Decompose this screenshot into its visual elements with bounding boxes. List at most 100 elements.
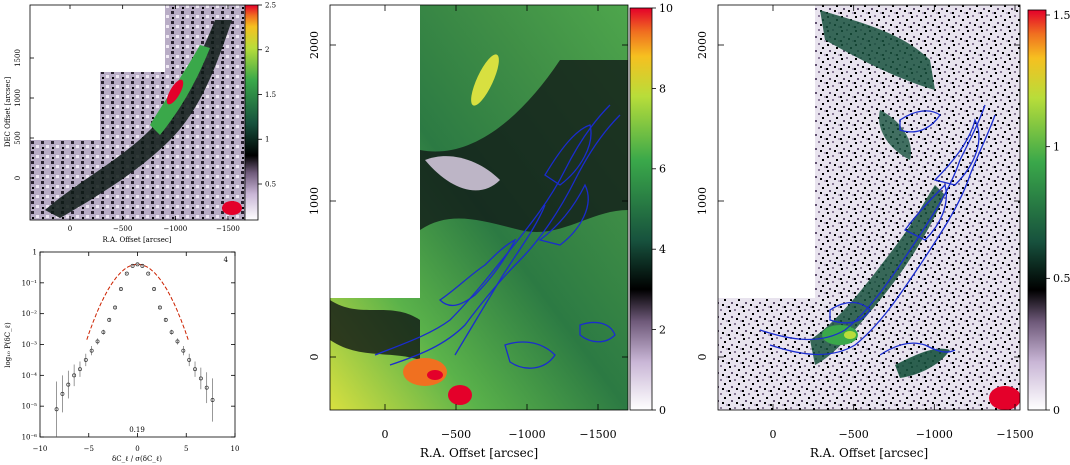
top-left-ylabel: DEC Offset [arcsec] [4, 77, 12, 148]
x-tick-label: −500 [441, 428, 471, 441]
right-contours [759, 104, 996, 356]
colorbar-tick-label: 10 [659, 2, 673, 15]
y-tick-label: 10⁻¹ [22, 279, 38, 287]
colorbar-tick-label: 1.5 [1053, 9, 1070, 22]
colorbar-tick-label: 1 [265, 136, 269, 144]
right-peak-green [822, 325, 858, 345]
colorbar-tick-label: 0.5 [265, 180, 276, 188]
data-point [169, 330, 174, 335]
y-tick-label: 10⁻⁵ [22, 403, 38, 411]
data-point [78, 367, 82, 372]
middle-colorbar [629, 7, 653, 411]
right-frame [717, 4, 1021, 411]
middle-y-ticks: 0 1000 2000 [308, 31, 628, 361]
data-point [187, 357, 192, 362]
x-tick-label: −1000 [916, 428, 953, 441]
right-panel: 0 0.5 1 1.5 0 −500 −1000 −1500 0 1000 2000 R.A. … [696, 4, 1070, 460]
x-tick-label: −1500 [996, 428, 1033, 441]
data-point [89, 348, 94, 353]
y-tick-label: 1000 [696, 187, 709, 215]
data-point [210, 398, 215, 402]
histogram-panel: −10 −5 0 5 10 10⁻⁶ 10⁻⁵ 10⁻⁴ 10⁻³ 10⁻² 10⁻¹ 1 4 0.… [4, 248, 239, 463]
middle-colorbar-ticks: 0 2 4 6 8 10 [652, 2, 673, 417]
colorbar-tick-label: 0 [1053, 404, 1060, 417]
data-point [175, 339, 180, 344]
x-tick-label: −500 [839, 428, 869, 441]
y-tick-label: 10⁻⁶ [22, 433, 38, 441]
y-tick-label: 2000 [696, 31, 709, 59]
x-tick-label: −1000 [163, 225, 187, 233]
top-left-xlabel: R.A. Offset [arcsec] [102, 236, 171, 244]
colorbar-tick-label: 6 [659, 163, 666, 176]
histogram-xlabel: δC_ℓ / σ(δC_ℓ) [112, 455, 162, 463]
y-tick-label: 1 [33, 248, 37, 256]
y-tick-label: 1000 [308, 187, 321, 215]
right-blank [718, 5, 815, 298]
x-tick-label: 0 [135, 445, 139, 453]
middle-panel: 0 2 4 6 8 10 0 −500 −1000 −1500 0 1000 2000 R.A. O… [308, 2, 673, 460]
top-left-colorbar-ticks: 0.5 1 1.5 2 2.5 [258, 1, 276, 188]
middle-white-cloud [425, 156, 500, 191]
histogram-annotation: 0.19 [129, 426, 145, 434]
y-tick-label: 1000 [14, 89, 22, 107]
top-left-corner-peak [222, 201, 242, 215]
histogram-ylabel: log₁₀ P(δC_ℓ) [4, 322, 12, 368]
top-left-panel: 0.5 1 1.5 2 2.5 0 −500 −1000 −1500 0 500 1000 1500… [4, 1, 276, 244]
right-xlabel: R.A. Offset [arcsec] [810, 446, 928, 460]
right-peak-yellow [844, 331, 856, 339]
data-point [135, 262, 140, 267]
y-tick-label: 10⁻³ [22, 341, 38, 349]
x-tick-label: 0 [770, 428, 777, 441]
x-tick-label: 0 [382, 428, 389, 441]
data-point [140, 263, 145, 268]
right-green-mid [879, 110, 911, 160]
x-tick-label: −500 [113, 225, 132, 233]
middle-contours [374, 104, 621, 369]
data-point [198, 376, 203, 381]
x-tick-label: −10 [33, 445, 48, 453]
colorbar-tick-label: 4 [659, 243, 666, 256]
top-left-filament [45, 20, 232, 218]
x-tick-label: 10 [231, 445, 240, 453]
right-x-ticks: 0 −500 −1000 −1500 [770, 5, 1034, 441]
middle-xlabel: R.A. Offset [arcsec] [420, 446, 538, 460]
data-point [163, 317, 168, 322]
top-left-peak [166, 79, 184, 105]
data-point [157, 305, 162, 310]
x-tick-label: −1500 [216, 225, 240, 233]
data-point [107, 317, 112, 322]
middle-x-ticks: 0 −500 −1000 −1500 [382, 5, 617, 441]
histogram-frame [39, 251, 236, 438]
colorbar-tick-label: 2 [659, 323, 666, 336]
colorbar-tick-label: 0.5 [1053, 272, 1070, 285]
middle-blank [330, 5, 420, 298]
data-point [95, 339, 100, 344]
x-tick-label: −1000 [508, 428, 545, 441]
y-tick-label: 1500 [14, 49, 22, 67]
y-tick-label: 10⁻² [22, 310, 38, 318]
middle-frame [329, 4, 629, 411]
histogram-panel-label: 4 [224, 256, 229, 264]
data-point [72, 373, 77, 378]
data-point [60, 391, 65, 396]
x-tick-label: 5 [184, 445, 188, 453]
histogram-points [54, 262, 215, 437]
middle-peak-3 [427, 370, 443, 380]
x-tick-label: −5 [84, 445, 94, 453]
data-point [66, 382, 71, 387]
y-tick-label: 0 [14, 176, 22, 180]
y-tick-label: 10⁻⁴ [22, 372, 38, 380]
x-tick-label: −1500 [579, 428, 616, 441]
right-colorbar-ticks: 0 0.5 1 1.5 [1046, 9, 1070, 417]
x-tick-label: 0 [68, 225, 72, 233]
data-point [193, 367, 197, 372]
y-tick-label: 0 [696, 354, 709, 361]
y-tick-label: 0 [308, 354, 321, 361]
right-green-filament [810, 185, 945, 365]
y-tick-label: 2000 [308, 31, 321, 59]
middle-dark-lower [330, 300, 420, 360]
y-tick-label: 500 [14, 131, 22, 144]
data-point [101, 330, 106, 335]
colorbar-tick-label: 2.5 [265, 1, 276, 9]
